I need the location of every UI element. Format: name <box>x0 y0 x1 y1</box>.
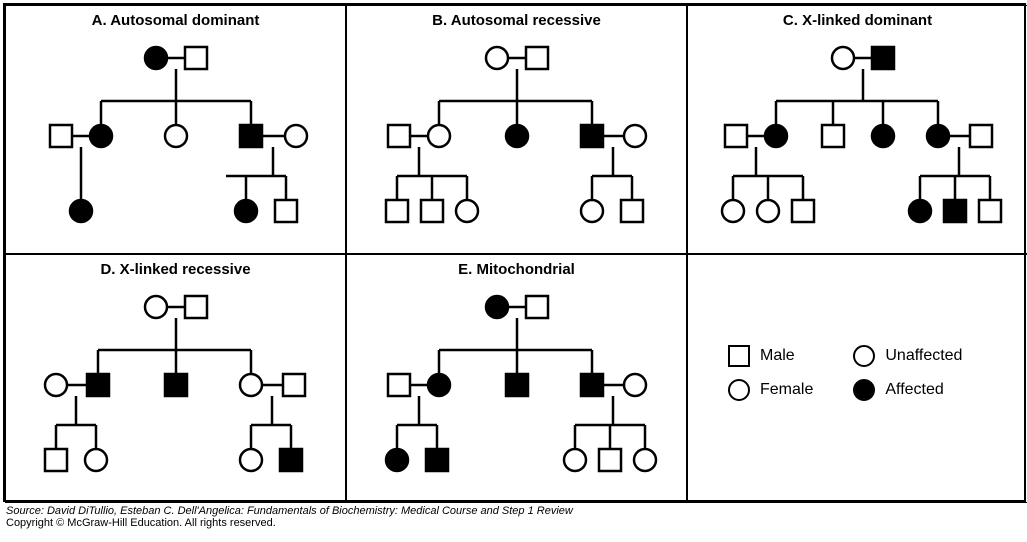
panel-title: D. X-linked recessive <box>6 261 345 278</box>
pedigree-female <box>624 374 646 396</box>
pedigree-female <box>581 200 603 222</box>
legend-affected: Affected <box>853 379 962 401</box>
panel-title: E. Mitochondrial <box>347 261 686 278</box>
pedigree-female <box>564 449 586 471</box>
panel-grid: A. Autosomal dominantB. Autosomal recess… <box>3 3 1026 502</box>
pedigree-female <box>634 449 656 471</box>
pedigree-female <box>456 200 478 222</box>
pedigree-female-affected <box>872 125 894 147</box>
pedigree-female-affected <box>70 200 92 222</box>
legend-panel: Male Unaffected Female Affected <box>687 254 1027 503</box>
panel-B: B. Autosomal recessive <box>346 5 687 254</box>
pedigree-male <box>275 200 297 222</box>
pedigree-male <box>388 374 410 396</box>
pedigree-male <box>386 200 408 222</box>
pedigree-female-affected <box>145 47 167 69</box>
circle-icon <box>853 345 875 367</box>
pedigree-male <box>526 296 548 318</box>
pedigree-female-affected <box>909 200 931 222</box>
source-line: Source: David DiTullio, Esteban C. Dell'… <box>6 505 1021 517</box>
pedigree-male <box>388 125 410 147</box>
pedigree-female-affected <box>486 296 508 318</box>
square-icon <box>728 345 750 367</box>
panel-title: C. X-linked dominant <box>688 12 1027 29</box>
pedigree-female <box>145 296 167 318</box>
legend: Male Unaffected Female Affected <box>728 345 962 401</box>
pedigree-female-affected <box>386 449 408 471</box>
pedigree-female <box>85 449 107 471</box>
circle-filled-icon <box>853 379 875 401</box>
legend-male: Male <box>728 345 813 367</box>
pedigree-female <box>45 374 67 396</box>
pedigree-male <box>979 200 1001 222</box>
pedigree-female <box>240 374 262 396</box>
legend-unaffected: Unaffected <box>853 345 962 367</box>
pedigree-male-affected <box>240 125 262 147</box>
pedigree-male <box>725 125 747 147</box>
pedigree-male <box>526 47 548 69</box>
pedigree-female <box>486 47 508 69</box>
panel-C: C. X-linked dominant <box>687 5 1027 254</box>
pedigree-male-affected <box>581 374 603 396</box>
pedigree-female-affected <box>927 125 949 147</box>
pedigree-male <box>283 374 305 396</box>
pedigree-female-affected <box>235 200 257 222</box>
pedigree-male <box>421 200 443 222</box>
pedigree-female <box>165 125 187 147</box>
pedigree-female <box>240 449 262 471</box>
pedigree-female <box>722 200 744 222</box>
pedigree-male-affected <box>506 374 528 396</box>
pedigree-female <box>428 125 450 147</box>
panel-title: A. Autosomal dominant <box>6 12 345 29</box>
legend-label: Female <box>760 381 813 399</box>
pedigree-male-affected <box>872 47 894 69</box>
pedigree-female-affected <box>428 374 450 396</box>
pedigree-male <box>621 200 643 222</box>
pedigree-male <box>970 125 992 147</box>
pedigree-male-affected <box>87 374 109 396</box>
circle-icon <box>728 379 750 401</box>
pedigree-male <box>185 296 207 318</box>
pedigree-male-affected <box>944 200 966 222</box>
pedigree-male-affected <box>581 125 603 147</box>
pedigree-female <box>757 200 779 222</box>
legend-label: Affected <box>885 381 943 399</box>
panel-E: E. Mitochondrial <box>346 254 687 503</box>
pedigree-female <box>285 125 307 147</box>
pedigree-male-affected <box>165 374 187 396</box>
pedigree-male-affected <box>426 449 448 471</box>
panel-D: D. X-linked recessive <box>5 254 346 503</box>
pedigree-male <box>822 125 844 147</box>
copyright-line: Copyright © McGraw-Hill Education. All r… <box>6 517 1021 529</box>
panel-A: A. Autosomal dominant <box>5 5 346 254</box>
pedigree-female-affected <box>765 125 787 147</box>
legend-label: Unaffected <box>885 347 962 365</box>
pedigree-male <box>185 47 207 69</box>
legend-female: Female <box>728 379 813 401</box>
pedigree-female <box>832 47 854 69</box>
pedigree-male <box>45 449 67 471</box>
pedigree-female <box>624 125 646 147</box>
pedigree-female-affected <box>506 125 528 147</box>
pedigree-male-affected <box>280 449 302 471</box>
figure: A. Autosomal dominantB. Autosomal recess… <box>0 3 1027 529</box>
legend-label: Male <box>760 347 795 365</box>
pedigree-female-affected <box>90 125 112 147</box>
pedigree-male <box>792 200 814 222</box>
panel-title: B. Autosomal recessive <box>347 12 686 29</box>
pedigree-male <box>50 125 72 147</box>
pedigree-male <box>599 449 621 471</box>
